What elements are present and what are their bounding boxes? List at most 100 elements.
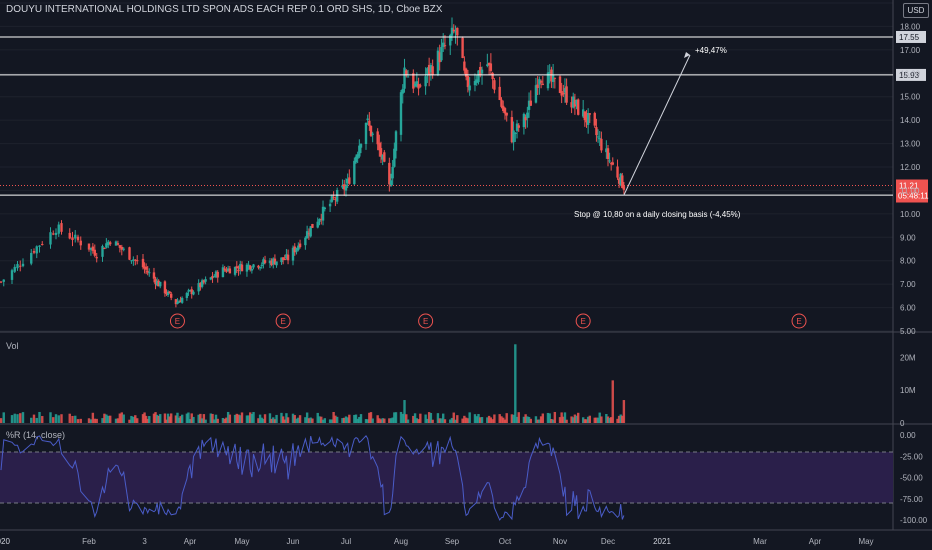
candle-body[interactable] xyxy=(114,241,118,246)
candle-body[interactable] xyxy=(500,99,503,107)
candle-body[interactable] xyxy=(257,265,260,268)
candle-body[interactable] xyxy=(438,52,441,63)
candle-body[interactable] xyxy=(598,138,601,140)
candle-body[interactable] xyxy=(529,100,532,106)
candle-body[interactable] xyxy=(214,271,218,277)
candle-body[interactable] xyxy=(79,240,82,246)
candle-body[interactable] xyxy=(605,148,608,153)
candle-body[interactable] xyxy=(159,281,162,287)
candle-body[interactable] xyxy=(487,63,491,66)
candle-body[interactable] xyxy=(109,242,112,245)
candle-body[interactable] xyxy=(305,231,309,239)
candle-body[interactable] xyxy=(606,148,610,160)
candle-body[interactable] xyxy=(54,232,58,235)
candle-body[interactable] xyxy=(176,302,179,304)
candle-body[interactable] xyxy=(209,277,212,280)
candle-body[interactable] xyxy=(10,270,14,280)
candle-body[interactable] xyxy=(49,232,52,245)
candle-body[interactable] xyxy=(155,280,159,286)
candle-body[interactable] xyxy=(101,246,104,257)
candle-body[interactable] xyxy=(621,175,624,188)
candle-body[interactable] xyxy=(136,260,139,262)
candle-body[interactable] xyxy=(486,64,489,66)
candle-body[interactable] xyxy=(200,280,204,287)
candle-body[interactable] xyxy=(461,37,464,58)
candle-body[interactable] xyxy=(228,268,232,274)
candle-body[interactable] xyxy=(283,259,286,261)
candle-body[interactable] xyxy=(583,111,587,121)
candle-body[interactable] xyxy=(225,270,228,272)
candle-body[interactable] xyxy=(247,264,250,266)
candle-body[interactable] xyxy=(204,279,207,282)
candle-body[interactable] xyxy=(295,248,298,252)
candle-body[interactable] xyxy=(304,237,307,246)
candle-body[interactable] xyxy=(144,266,148,270)
candle-body[interactable] xyxy=(563,88,567,93)
candle-body[interactable] xyxy=(505,112,508,116)
candle-body[interactable] xyxy=(358,145,361,157)
candle-body[interactable] xyxy=(596,136,600,138)
candle-body[interactable] xyxy=(262,259,265,265)
candle-body[interactable] xyxy=(275,261,278,266)
candle-body[interactable] xyxy=(489,63,493,71)
candle-body[interactable] xyxy=(617,178,621,184)
candle-body[interactable] xyxy=(417,83,420,89)
candle-body[interactable] xyxy=(250,269,254,271)
candle-body[interactable] xyxy=(316,221,319,228)
candle-body[interactable] xyxy=(116,243,120,245)
earnings-marker-icon[interactable] xyxy=(275,313,291,329)
earnings-marker-icon[interactable] xyxy=(791,313,807,329)
candle-body[interactable] xyxy=(479,66,482,76)
candle-body[interactable] xyxy=(213,276,216,278)
candle-body[interactable] xyxy=(291,247,295,261)
candle-body[interactable] xyxy=(364,122,368,144)
candle-body[interactable] xyxy=(76,236,80,241)
candle-body[interactable] xyxy=(16,264,19,269)
candle-body[interactable] xyxy=(177,301,181,303)
candle-body[interactable] xyxy=(442,42,445,47)
candle-body[interactable] xyxy=(89,247,93,250)
candle-body[interactable] xyxy=(503,108,507,114)
candle-body[interactable] xyxy=(197,283,200,292)
candle-body[interactable] xyxy=(431,66,434,75)
candle-body[interactable] xyxy=(593,113,596,126)
candle-body[interactable] xyxy=(527,100,531,110)
candle-body[interactable] xyxy=(426,68,429,75)
candle-body[interactable] xyxy=(320,218,323,220)
candle-body[interactable] xyxy=(541,83,545,85)
candle-body[interactable] xyxy=(332,197,335,199)
candle-body[interactable] xyxy=(346,178,349,184)
candle-body[interactable] xyxy=(573,99,577,107)
candle-body[interactable] xyxy=(517,125,520,128)
candle-body[interactable] xyxy=(403,67,406,89)
candle-body[interactable] xyxy=(600,138,603,151)
candle-body[interactable] xyxy=(93,249,96,256)
candle-body[interactable] xyxy=(128,247,131,260)
candle-body[interactable] xyxy=(344,184,348,191)
candle-body[interactable] xyxy=(343,184,346,190)
candle-body[interactable] xyxy=(609,163,613,165)
candle-body[interactable] xyxy=(298,243,302,248)
candle-body[interactable] xyxy=(179,300,182,303)
candle-body[interactable] xyxy=(87,243,91,250)
candle-body[interactable] xyxy=(170,293,173,298)
candle-body[interactable] xyxy=(263,260,267,263)
candle-body[interactable] xyxy=(399,92,403,135)
candle-body[interactable] xyxy=(107,241,110,246)
candle-body[interactable] xyxy=(570,102,573,108)
candle-body[interactable] xyxy=(323,207,326,210)
candle-body[interactable] xyxy=(381,154,384,160)
candle-body[interactable] xyxy=(68,232,71,239)
candle-body[interactable] xyxy=(383,152,386,162)
candle-body[interactable] xyxy=(41,244,44,246)
candle-body[interactable] xyxy=(235,266,238,269)
candle-body[interactable] xyxy=(491,72,494,80)
candle-body[interactable] xyxy=(353,160,356,185)
candle-body[interactable] xyxy=(132,259,135,261)
candle-body[interactable] xyxy=(558,76,562,93)
candle-body[interactable] xyxy=(30,252,33,264)
candle-body[interactable] xyxy=(450,27,454,36)
candle-body[interactable] xyxy=(522,113,526,128)
candle-body[interactable] xyxy=(493,80,496,90)
